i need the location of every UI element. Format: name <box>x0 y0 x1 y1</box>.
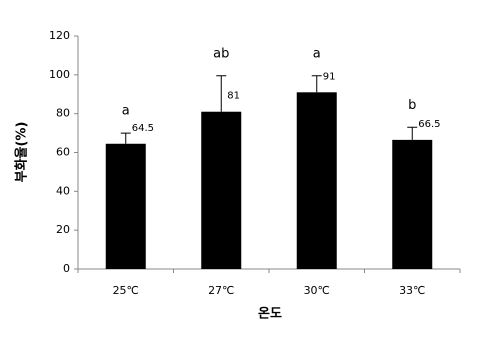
bar <box>392 139 433 269</box>
y-axis-label: 부화율(%) <box>14 122 30 183</box>
annotation: a <box>313 46 321 61</box>
x-tick-label: 27℃ <box>208 284 234 297</box>
y-tick-label: 100 <box>49 68 70 81</box>
x-tick-label: 30℃ <box>304 284 330 297</box>
annotation: b <box>408 98 416 113</box>
error-bar <box>311 75 322 93</box>
value-label: 66.5 <box>418 119 440 130</box>
bar <box>296 92 337 269</box>
x-tick-label: 33℃ <box>399 284 425 297</box>
annotation: a <box>122 104 130 119</box>
y-tick-label: 120 <box>49 29 70 42</box>
annotation: ab <box>213 46 229 61</box>
value-label: 64.5 <box>132 123 154 134</box>
value-label: 81 <box>227 91 240 102</box>
y-tick-label: 20 <box>56 223 70 236</box>
x-axis-label: 온도 <box>258 307 282 322</box>
value-label: 91 <box>323 71 336 82</box>
bar <box>201 111 242 269</box>
x-tick-label: 25℃ <box>113 284 139 297</box>
error-bar <box>120 132 131 144</box>
error-bar <box>407 126 418 140</box>
y-tick-label: 80 <box>56 107 70 120</box>
y-tick-label: 60 <box>56 146 70 159</box>
bar <box>105 143 146 269</box>
y-tick-label: 40 <box>56 184 70 197</box>
error-bar <box>216 75 227 112</box>
y-tick-label: 0 <box>63 262 70 275</box>
